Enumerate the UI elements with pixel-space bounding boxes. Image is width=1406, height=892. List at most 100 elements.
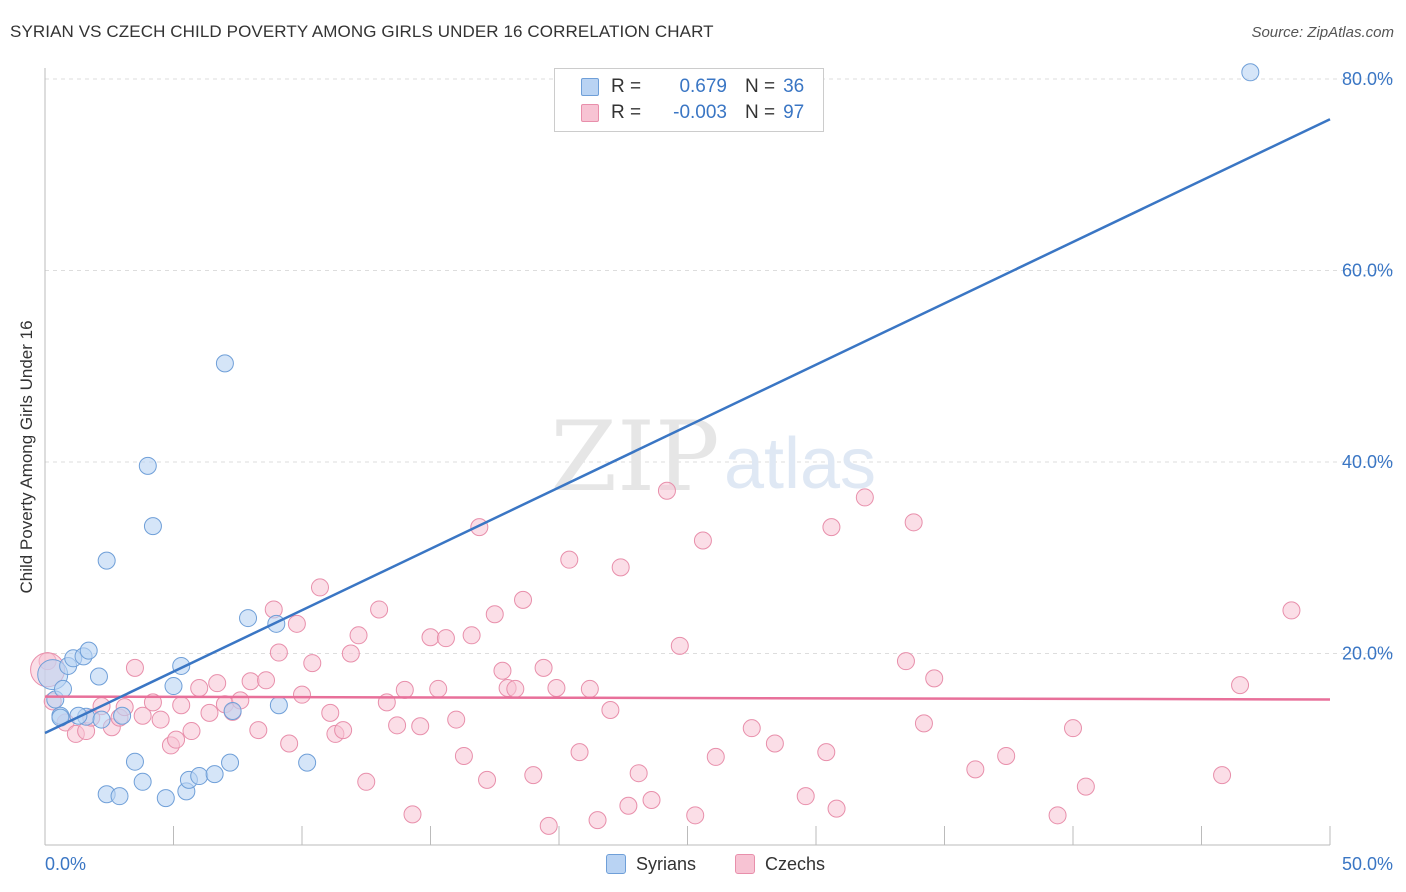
tick-labels: 20.0% 40.0% 60.0% 80.0% 0.0% 50.0% xyxy=(45,69,1393,874)
czechs-n-value: 97 xyxy=(783,102,805,123)
czech-point xyxy=(657,481,676,500)
czech-point xyxy=(357,772,376,791)
y-tick-label: 40.0% xyxy=(1342,452,1393,472)
source-label: Source: ZipAtlas.com xyxy=(1251,24,1394,41)
syrians-n-label: N = xyxy=(745,76,776,97)
chart-title: SYRIAN VS CZECH CHILD POVERTY AMONG GIRL… xyxy=(10,22,714,41)
czech-point xyxy=(462,626,481,645)
czech-point xyxy=(1064,719,1082,738)
czech-point xyxy=(411,717,430,736)
czech-point xyxy=(997,746,1016,765)
czech-point xyxy=(822,518,841,537)
czech-point xyxy=(1048,806,1067,825)
syrian-point xyxy=(298,753,317,772)
czech-point xyxy=(686,806,705,825)
czech-point xyxy=(421,628,440,647)
czech-point xyxy=(151,710,170,729)
watermark-zip: ZIP xyxy=(550,401,719,513)
czech-point xyxy=(796,787,815,806)
czechs-r-label: R = xyxy=(611,102,642,123)
czech-point xyxy=(403,805,422,824)
czech-point xyxy=(334,721,353,740)
czech-point xyxy=(966,760,985,779)
czechs-trend-line xyxy=(44,695,1331,701)
syrian-point xyxy=(221,753,240,772)
czech-point xyxy=(370,600,389,619)
czech-point xyxy=(349,626,368,645)
czech-point xyxy=(601,700,620,719)
correlation-legend: R = 0.679 N = 36 R = -0.003 N = 97 xyxy=(554,68,824,132)
czech-point xyxy=(257,671,276,690)
czech-point xyxy=(485,605,504,624)
czechs-swatch xyxy=(581,104,599,122)
czech-point xyxy=(200,703,219,722)
syrian-point xyxy=(223,701,242,720)
czech-point xyxy=(1076,777,1095,796)
czech-point xyxy=(182,722,201,741)
czech-point xyxy=(241,672,260,691)
syrian-point xyxy=(269,696,288,715)
czech-point xyxy=(765,734,784,753)
czechs-legend-swatch xyxy=(735,854,755,874)
gridlines xyxy=(45,78,1393,654)
czech-point xyxy=(611,558,630,577)
czech-point xyxy=(670,636,689,655)
legend-row-syrians: R = 0.679 N = 36 xyxy=(555,74,804,100)
czech-point xyxy=(580,679,599,698)
czech-point xyxy=(539,816,558,835)
syrian-point xyxy=(125,752,144,771)
syrians-n-value: 36 xyxy=(783,76,805,97)
x-tick-label-min: 0.0% xyxy=(45,854,86,874)
syrians-legend-label: Syrians xyxy=(636,853,697,874)
czech-point xyxy=(493,661,512,680)
legend-item-syrians[interactable]: Syrians xyxy=(606,851,696,877)
czech-point xyxy=(514,590,533,609)
legend-row-czechs: R = -0.003 N = 97 xyxy=(555,100,804,126)
legend-item-czechs[interactable]: Czechs xyxy=(735,851,825,877)
czech-point xyxy=(524,766,543,785)
syrian-point xyxy=(239,609,258,628)
czech-point xyxy=(388,716,407,735)
czechs-points xyxy=(30,481,1301,835)
czech-point xyxy=(914,714,933,733)
czech-point xyxy=(454,746,473,765)
czech-point xyxy=(855,488,874,507)
czech-point xyxy=(133,706,152,725)
syrian-point xyxy=(1241,63,1260,82)
syrian-point xyxy=(97,551,116,570)
y-axis-label: Child Poverty Among Girls Under 16 xyxy=(17,320,36,594)
y-tick-label: 60.0% xyxy=(1342,261,1393,281)
syrian-point xyxy=(156,789,175,808)
czech-point xyxy=(706,747,725,766)
czech-point xyxy=(249,721,268,740)
czechs-legend-label: Czechs xyxy=(765,853,826,874)
czech-point xyxy=(447,710,466,729)
czech-point xyxy=(310,578,329,597)
syrian-point xyxy=(92,710,111,729)
syrian-point xyxy=(79,641,98,660)
syrians-points xyxy=(37,63,1260,808)
czech-point xyxy=(1282,601,1301,620)
watermark-atlas: atlas xyxy=(724,424,876,504)
syrian-point xyxy=(164,677,183,696)
syrians-swatch xyxy=(581,78,599,96)
syrian-point xyxy=(190,767,209,786)
axes xyxy=(44,68,1331,846)
czech-point xyxy=(506,679,525,698)
syrian-point xyxy=(89,667,108,686)
czech-point xyxy=(321,703,340,722)
y-tick-label: 80.0% xyxy=(1342,69,1393,89)
czech-point xyxy=(280,734,299,753)
czech-point xyxy=(1213,766,1232,785)
czech-point xyxy=(395,680,414,699)
czech-point xyxy=(287,614,306,633)
czech-point xyxy=(904,513,923,532)
czech-point xyxy=(429,679,448,698)
czech-point xyxy=(303,654,322,673)
syrian-point xyxy=(215,354,234,373)
syrians-r-label: R = xyxy=(611,76,642,97)
trend-lines xyxy=(44,118,1331,735)
czech-point xyxy=(925,669,944,688)
czech-point xyxy=(190,678,209,697)
